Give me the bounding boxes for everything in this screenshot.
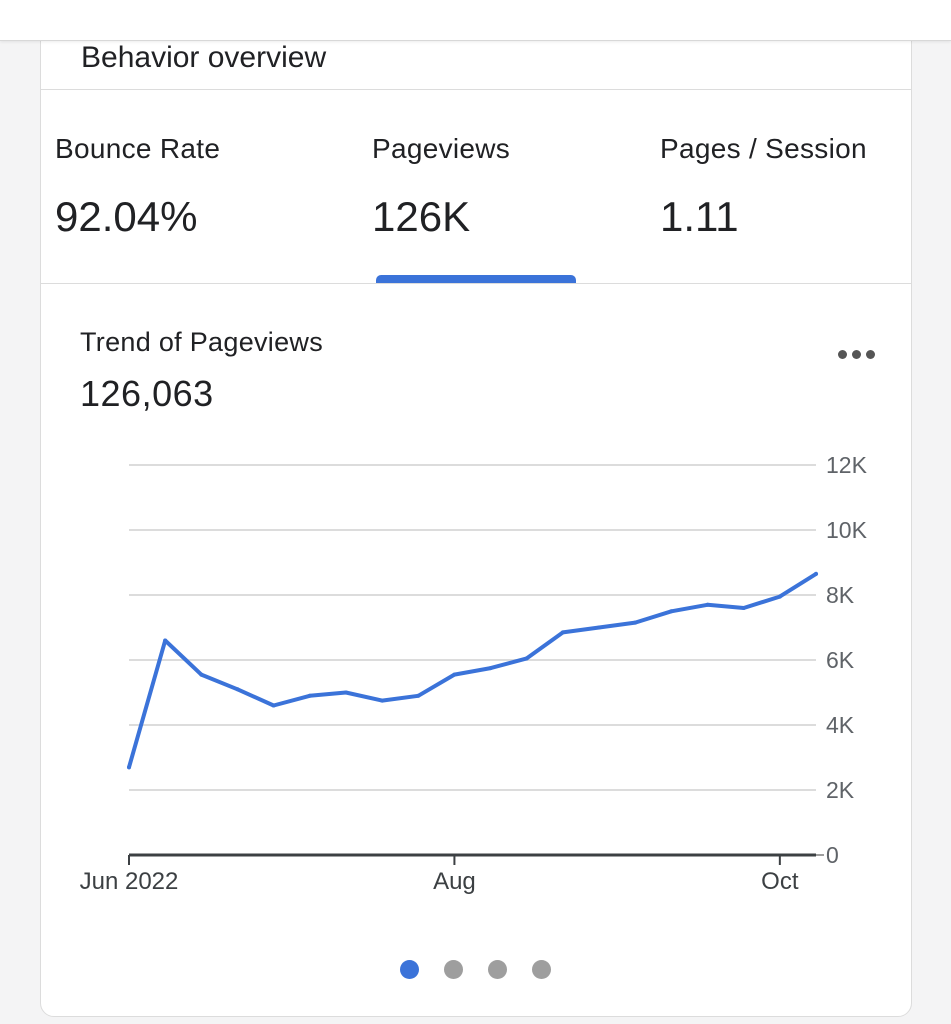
data-point [741,606,746,610]
metric-label: Pages / Session [660,133,867,164]
metric-value: 92.04% [55,193,198,240]
data-point [343,690,348,695]
data-point [705,602,710,607]
data-point [633,620,638,625]
top-app-bar [0,0,951,41]
data-point [560,630,565,635]
data-point [669,609,674,614]
title-divider [41,89,911,90]
data-point [199,672,204,677]
data-point [307,693,312,698]
pager-dot[interactable] [488,959,507,979]
pager-dot-active[interactable] [400,959,419,979]
more-horizontal-icon [865,349,875,359]
x-tick-label: Aug [433,868,476,895]
data-point [127,765,131,770]
metric-value: 1.11 [660,193,739,240]
y-tick-label: 8K [826,582,855,608]
series-line-pageviews [127,571,818,770]
y-tick-label: 12K [826,452,868,478]
y-tick-label: 2K [826,777,855,803]
trend-title: Trend of Pageviews [80,327,324,357]
pager-dot[interactable] [532,959,551,979]
y-tick-label: 4K [826,712,855,738]
pager-dots [400,959,560,979]
metric-label: Pageviews [372,133,511,164]
data-point [235,687,240,692]
data-point [271,703,276,708]
more-horizontal-icon [837,349,847,359]
selected-tab-indicator [376,275,576,283]
behavior-overview-card: Behavior overview Bounce Rate 92.04% Pag… [40,20,912,1017]
data-point [488,666,493,671]
pageviews-line-chart: 0 2K 4K 6K 8K 10K 12K Jun 2022 Aug Oct [80,452,868,895]
x-tick-label: Jun 2022 [80,868,179,895]
metric-value: 126K [372,193,471,240]
data-point [163,638,168,643]
card-title: Behavior overview [81,41,327,74]
pager-dot[interactable] [444,959,463,979]
y-tick-label: 6K [826,647,855,673]
trend-total: 126,063 [80,373,214,414]
data-point [777,594,782,599]
data-point [524,656,529,661]
more-horizontal-icon [851,349,861,359]
data-point [452,672,457,677]
y-tick-label: 0 [826,842,839,868]
more-options-button[interactable] [831,339,881,369]
data-point [814,571,818,576]
data-point [416,693,421,698]
data-point [380,698,385,703]
x-tick-label: Oct [761,868,799,895]
metric-label: Bounce Rate [55,133,221,164]
data-point [597,625,602,630]
tabs-divider [41,283,911,284]
y-tick-label: 10K [826,517,868,543]
